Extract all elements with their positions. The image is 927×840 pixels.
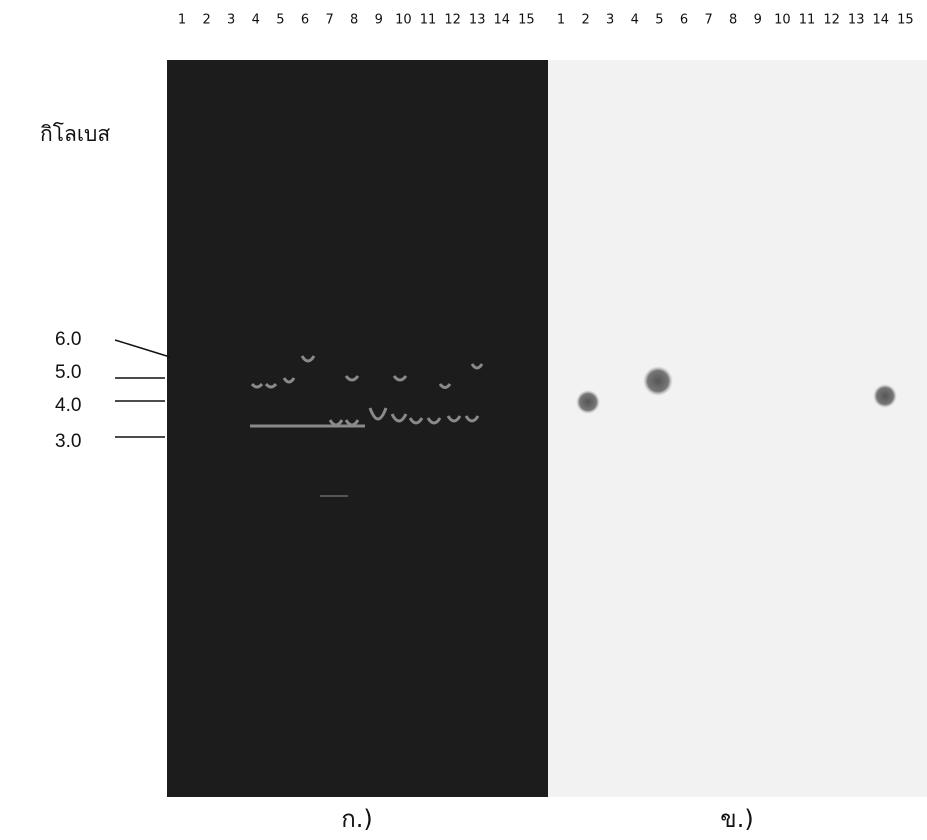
blot-spots bbox=[576, 366, 897, 414]
lane-label: 3 bbox=[606, 13, 614, 28]
lane-label: 15 bbox=[518, 13, 535, 28]
lane-label: 6 bbox=[680, 13, 688, 28]
marker-label: 6.0 bbox=[55, 329, 81, 350]
lane-label: 8 bbox=[729, 13, 737, 28]
lane-label: 12 bbox=[444, 13, 461, 28]
lane-label: 14 bbox=[494, 13, 511, 28]
marker-label: 3.0 bbox=[55, 431, 81, 452]
unit-label: กิโลเบส bbox=[40, 122, 110, 146]
lane-label: 3 bbox=[227, 13, 235, 28]
lane-label: 11 bbox=[420, 13, 437, 28]
caption: ข.) bbox=[720, 805, 753, 833]
lane-label: 10 bbox=[774, 13, 791, 28]
lane-label: 2 bbox=[202, 13, 210, 28]
lane-label: 7 bbox=[325, 13, 333, 28]
marker-label: 5.0 bbox=[55, 362, 81, 383]
lane-label: 5 bbox=[655, 13, 663, 28]
lane-label: 10 bbox=[395, 13, 412, 28]
gel-panel bbox=[167, 60, 548, 797]
caption: ก.) bbox=[341, 805, 373, 833]
marker-lines bbox=[114, 339, 171, 438]
gel-bands bbox=[250, 355, 484, 497]
lane-label: 4 bbox=[631, 13, 639, 28]
lane-label: 1 bbox=[178, 13, 186, 28]
lane-label: 4 bbox=[252, 13, 260, 28]
lane-label: 7 bbox=[704, 13, 712, 28]
lane-label: 9 bbox=[754, 13, 762, 28]
blot-panel bbox=[548, 60, 927, 797]
lane-label: 13 bbox=[848, 13, 865, 28]
lane-label: 13 bbox=[469, 13, 486, 28]
lane-label: 15 bbox=[897, 13, 914, 28]
lane-label: 14 bbox=[873, 13, 890, 28]
lane-label: 12 bbox=[823, 13, 840, 28]
lane-label: 5 bbox=[276, 13, 284, 28]
lane-label: 2 bbox=[581, 13, 589, 28]
marker-label: 4.0 bbox=[55, 395, 81, 416]
lane-label: 6 bbox=[301, 13, 309, 28]
lane-label: 1 bbox=[557, 13, 565, 28]
lane-label: 9 bbox=[375, 13, 383, 28]
lane-label: 11 bbox=[799, 13, 816, 28]
lane-label: 8 bbox=[350, 13, 358, 28]
